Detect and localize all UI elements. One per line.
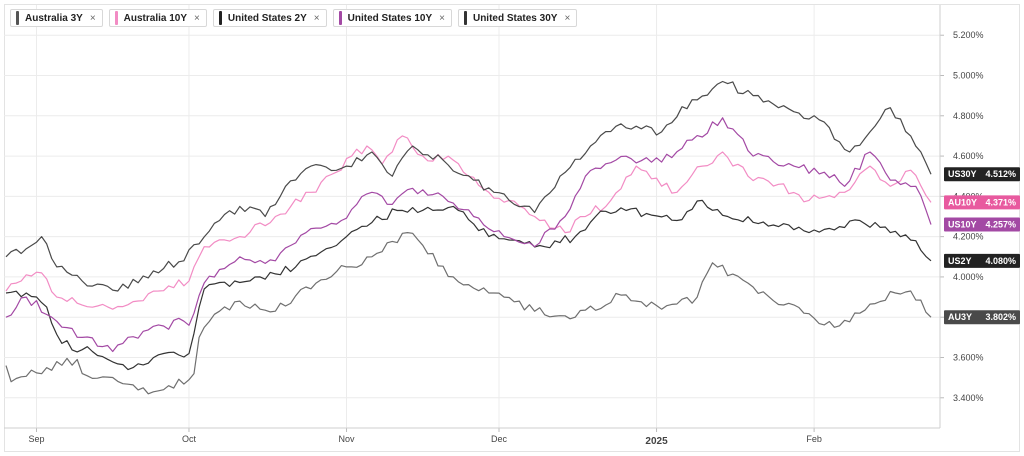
- series-line-au3y[interactable]: [5, 232, 932, 395]
- y-tick-label: 5.200%: [953, 30, 984, 40]
- last-value-tag-us10y: [944, 217, 1020, 232]
- legend-label-united-states-30y: United States 30Y: [472, 12, 558, 24]
- legend-swatch-united-states-2y: [218, 11, 222, 25]
- legend-swatch-united-states-30y: [463, 11, 467, 25]
- y-tick-label: 5.000%: [953, 71, 984, 81]
- x-tick-label: Dec: [491, 434, 508, 444]
- last-value-tag-au10y: [944, 195, 1020, 210]
- remove-series-icon[interactable]: ×: [89, 12, 96, 24]
- last-value-tag-name: US30Y: [948, 169, 977, 179]
- y-tick-label: 3.600%: [953, 353, 984, 363]
- last-value-tag-us2y: [944, 253, 1020, 268]
- legend-swatch-australia-10y: [114, 11, 118, 25]
- remove-series-icon[interactable]: ×: [564, 12, 571, 24]
- y-tick-label: 4.200%: [953, 232, 984, 242]
- legend-chip-united-states-10y[interactable]: United States 10Y ×: [332, 9, 452, 27]
- remove-series-icon[interactable]: ×: [313, 12, 320, 24]
- last-value-tag-name: US2Y: [948, 256, 972, 266]
- last-value-tag-value: 4.080%: [985, 256, 1016, 266]
- y-tick-label: 4.600%: [953, 151, 984, 161]
- x-tick-label: Feb: [806, 434, 822, 444]
- series-line-au10y[interactable]: [5, 135, 932, 310]
- legend-label-australia-3y: Australia 3Y: [25, 12, 83, 24]
- last-value-tag-value: 4.512%: [985, 169, 1016, 179]
- y-tick-label: 3.400%: [953, 393, 984, 403]
- legend-swatch-united-states-10y: [338, 11, 342, 25]
- last-value-tag-name: AU10Y: [948, 197, 977, 207]
- remove-series-icon[interactable]: ×: [439, 12, 445, 24]
- last-value-tag-value: 4.257%: [985, 220, 1016, 230]
- last-value-tag-au3y: [944, 310, 1020, 325]
- last-value-tag-value: 4.371%: [985, 197, 1016, 207]
- legend-label-australia-10y: Australia 10Y: [123, 12, 188, 24]
- x-tick-label: Nov: [339, 434, 356, 444]
- y-tick-label: 4.000%: [953, 272, 984, 282]
- legend-chip-australia-10y[interactable]: Australia 10Y ×: [108, 9, 207, 27]
- legend-chip-united-states-2y[interactable]: United States 2Y ×: [212, 9, 327, 27]
- series-line-us10y[interactable]: [5, 117, 932, 353]
- last-value-tag-name: US10Y: [948, 220, 977, 230]
- legend-label-united-states-10y: United States 10Y: [347, 12, 433, 24]
- y-tick-label: 4.800%: [953, 111, 984, 121]
- legend-label-united-states-2y: United States 2Y: [227, 12, 307, 24]
- legend-chip-united-states-30y[interactable]: United States 30Y ×: [457, 9, 578, 27]
- legend-swatch-australia-3y: [16, 11, 19, 25]
- last-value-tag-value: 3.802%: [985, 312, 1016, 322]
- x-tick-label: Oct: [182, 434, 197, 444]
- remove-series-icon[interactable]: ×: [194, 12, 200, 24]
- x-tick-label: 2025: [645, 436, 668, 447]
- last-value-tag-us30y: [944, 167, 1020, 182]
- legend-chip-australia-3y[interactable]: Australia 3Y ×: [10, 9, 103, 27]
- x-tick-label: Sep: [28, 434, 44, 444]
- last-value-tag-name: AU3Y: [948, 312, 972, 322]
- series-line-us30y[interactable]: [5, 80, 932, 292]
- legend: Australia 3Y × Australia 10Y × United St…: [10, 9, 578, 27]
- series-line-us2y[interactable]: [5, 199, 932, 371]
